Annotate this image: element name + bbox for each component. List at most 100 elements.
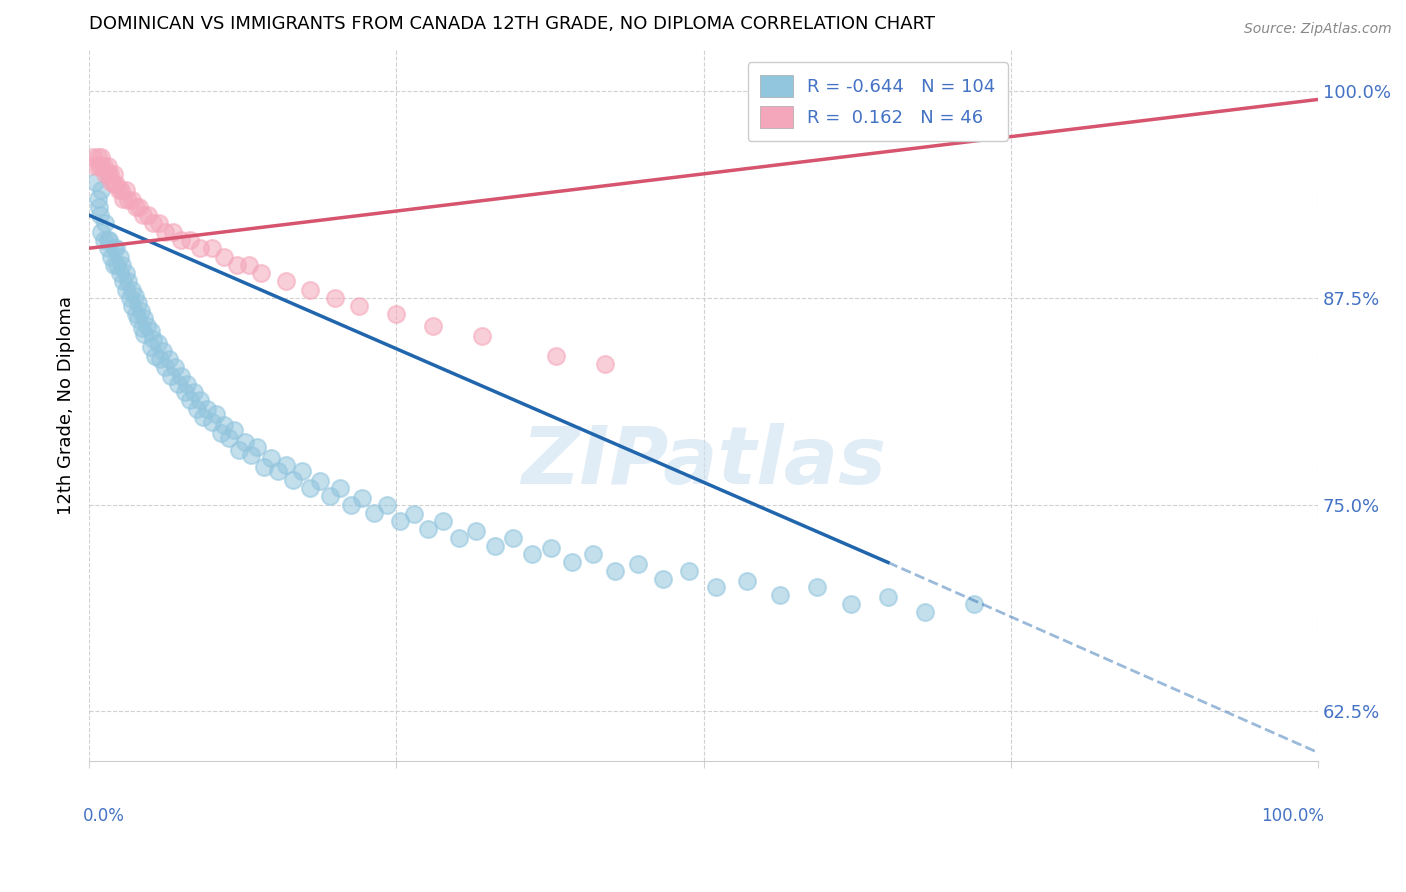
Text: Source: ZipAtlas.com: Source: ZipAtlas.com — [1244, 22, 1392, 37]
Point — [186, 401, 208, 416]
Point — [139, 324, 162, 338]
Point — [86, 150, 108, 164]
Point — [233, 434, 256, 449]
Point — [432, 514, 454, 528]
Point — [145, 349, 167, 363]
Point — [135, 318, 157, 333]
Point — [129, 304, 152, 318]
Y-axis label: 12th Grade, No Diploma: 12th Grade, No Diploma — [58, 296, 75, 515]
Point — [118, 291, 141, 305]
Point — [179, 233, 201, 247]
Point — [465, 524, 488, 538]
Point — [115, 283, 138, 297]
Point — [162, 225, 184, 239]
Point — [385, 307, 408, 321]
Point — [201, 241, 224, 255]
Point — [193, 409, 215, 424]
Point — [157, 352, 180, 367]
Point — [375, 498, 398, 512]
Point — [94, 217, 117, 231]
Point — [165, 360, 187, 375]
Point — [124, 289, 146, 303]
Point — [179, 393, 201, 408]
Point — [90, 225, 112, 239]
Point — [166, 376, 188, 391]
Point — [96, 241, 118, 255]
Point — [134, 327, 156, 342]
Point — [323, 291, 346, 305]
Point — [96, 167, 118, 181]
Point — [121, 299, 143, 313]
Point — [100, 175, 122, 189]
Text: DOMINICAN VS IMMIGRANTS FROM CANADA 12TH GRADE, NO DIPLOMA CORRELATION CHART: DOMINICAN VS IMMIGRANTS FROM CANADA 12TH… — [89, 15, 935, 33]
Point — [103, 177, 125, 191]
Point — [246, 440, 269, 454]
Point — [103, 167, 125, 181]
Point — [93, 159, 115, 173]
Point — [418, 522, 440, 536]
Point — [627, 557, 650, 571]
Text: 0.0%: 0.0% — [83, 807, 125, 825]
Point — [139, 341, 162, 355]
Point — [252, 459, 274, 474]
Point — [110, 183, 132, 197]
Point — [678, 564, 700, 578]
Point — [107, 183, 129, 197]
Point — [546, 349, 568, 363]
Point — [98, 167, 121, 181]
Point — [103, 241, 125, 255]
Point — [90, 159, 112, 173]
Legend: R = -0.644   N = 104, R =  0.162   N = 46: R = -0.644 N = 104, R = 0.162 N = 46 — [748, 62, 1008, 141]
Point — [105, 258, 128, 272]
Point — [115, 183, 138, 197]
Point — [209, 426, 232, 441]
Point — [214, 250, 236, 264]
Point — [134, 310, 156, 325]
Point — [319, 489, 342, 503]
Point — [108, 250, 131, 264]
Point — [652, 572, 675, 586]
Point — [125, 200, 148, 214]
Point — [82, 150, 104, 164]
Point — [839, 597, 862, 611]
Point — [87, 200, 110, 214]
Point — [149, 352, 172, 367]
Point — [471, 329, 494, 343]
Point — [204, 407, 226, 421]
Point — [148, 217, 170, 231]
Point — [125, 307, 148, 321]
Point — [502, 531, 524, 545]
Text: 100.0%: 100.0% — [1261, 807, 1324, 825]
Point — [86, 192, 108, 206]
Point — [108, 266, 131, 280]
Point — [260, 451, 283, 466]
Point — [350, 491, 373, 505]
Point — [735, 574, 758, 588]
Point — [111, 258, 134, 272]
Point — [363, 506, 385, 520]
Point — [155, 225, 177, 239]
Point — [422, 318, 444, 333]
Point — [128, 200, 150, 214]
Point — [121, 194, 143, 208]
Point — [603, 564, 626, 578]
Point — [115, 266, 138, 280]
Point — [561, 556, 583, 570]
Point — [93, 233, 115, 247]
Point — [127, 295, 149, 310]
Point — [267, 465, 290, 479]
Point — [112, 274, 135, 288]
Point — [84, 159, 107, 173]
Point — [582, 547, 605, 561]
Point — [274, 458, 297, 472]
Point — [94, 167, 117, 181]
Point — [103, 258, 125, 272]
Point — [183, 385, 205, 400]
Point — [96, 159, 118, 173]
Point — [112, 192, 135, 206]
Point — [402, 508, 425, 522]
Point — [704, 580, 727, 594]
Point — [142, 332, 165, 346]
Point — [188, 241, 211, 255]
Point — [170, 233, 193, 247]
